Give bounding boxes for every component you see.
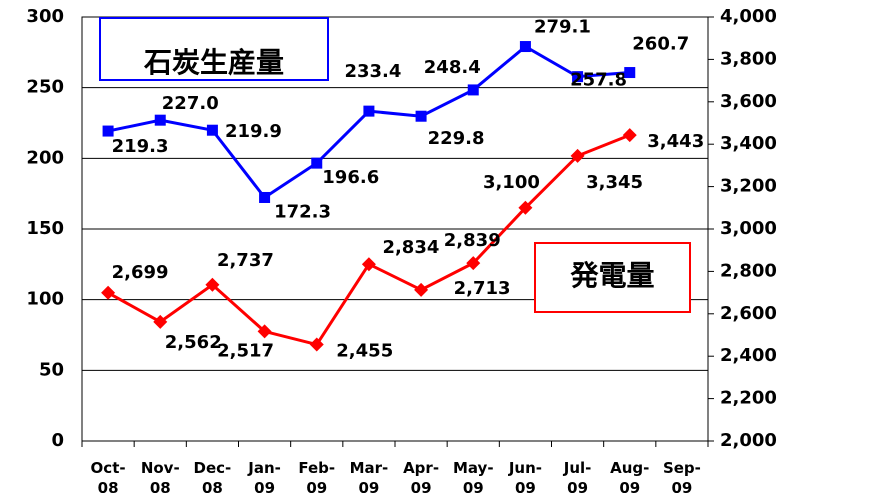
y2-tick-label: 2,600: [720, 303, 777, 324]
data-label: 2,562: [165, 332, 222, 353]
marker: [415, 110, 427, 122]
marker: [154, 114, 166, 126]
y2-tick-label: 2,800: [720, 260, 777, 281]
marker: [206, 124, 218, 136]
x-tick-label: Dec-08: [194, 459, 232, 497]
y2-tick-label: 3,000: [720, 218, 777, 239]
data-label: 2,737: [217, 250, 274, 271]
marker: [519, 41, 531, 53]
data-label: 3,100: [483, 172, 540, 193]
legend-label: 発電量: [569, 259, 654, 292]
marker: [624, 67, 636, 79]
data-label: 196.6: [322, 167, 379, 188]
marker: [518, 200, 533, 215]
marker: [309, 337, 324, 352]
data-label: 3,443: [647, 131, 704, 152]
x-tick-label: Jun-09: [508, 459, 542, 497]
x-tick-label: Nov-08: [141, 459, 180, 497]
y2-tick-label: 3,800: [720, 48, 777, 69]
y-tick-label: 150: [26, 218, 64, 239]
y2-tick-label: 3,200: [720, 176, 777, 197]
y2-tick-label: 3,600: [720, 91, 777, 112]
y2-tick-label: 2,200: [720, 388, 777, 409]
data-label: 257.8: [570, 70, 627, 91]
data-label: 2,699: [112, 262, 169, 283]
data-label: 233.4: [344, 61, 401, 82]
data-label: 260.7: [632, 34, 689, 55]
marker: [361, 257, 376, 272]
marker: [153, 314, 168, 329]
x-tick-label: Feb-09: [298, 459, 335, 497]
y-tick-label: 300: [26, 6, 64, 27]
marker: [570, 148, 585, 163]
data-label: 219.3: [112, 136, 169, 157]
marker: [102, 125, 114, 137]
data-label: 2,455: [336, 341, 393, 362]
marker: [101, 285, 116, 300]
x-tick-label: Jan-09: [247, 459, 281, 497]
data-label: 3,345: [586, 172, 643, 193]
y-tick-label: 50: [39, 359, 64, 380]
data-label: 227.0: [162, 93, 219, 114]
x-tick-label: Apr-09: [403, 459, 439, 497]
data-label: 219.9: [225, 121, 282, 142]
data-label: 2,839: [444, 230, 501, 251]
marker: [414, 282, 429, 297]
data-label: 2,517: [217, 340, 274, 361]
marker: [467, 84, 479, 96]
x-tick-label: May-09: [453, 459, 494, 497]
y2-tick-label: 4,000: [720, 6, 777, 27]
data-label: 172.3: [274, 201, 331, 222]
y-tick-label: 250: [26, 77, 64, 98]
x-tick-label: Jul-09: [563, 459, 592, 497]
marker: [466, 256, 481, 271]
y2-tick-label: 3,400: [720, 133, 777, 154]
legend-label: 石炭生産量: [143, 46, 284, 79]
marker: [257, 324, 272, 339]
marker: [572, 71, 584, 83]
data-label: 229.8: [428, 128, 485, 149]
data-label: 2,834: [382, 237, 439, 258]
legend-box: [534, 242, 691, 313]
marker: [622, 128, 637, 143]
data-label: 2,713: [454, 278, 511, 299]
marker: [205, 277, 220, 292]
data-label: 279.1: [534, 17, 591, 38]
x-tick-label: Mar-09: [350, 459, 389, 497]
y-tick-label: 100: [26, 289, 64, 310]
x-tick-label: Oct-08: [91, 459, 126, 497]
y-tick-label: 0: [51, 430, 64, 451]
y-tick-label: 200: [26, 147, 64, 168]
marker: [259, 191, 271, 203]
data-label: 248.4: [424, 57, 481, 78]
x-tick-label: Sep-09: [663, 459, 701, 497]
marker: [363, 105, 375, 117]
y2-tick-label: 2,000: [720, 430, 777, 451]
y2-tick-label: 2,400: [720, 345, 777, 366]
x-tick-label: Aug-09: [610, 459, 649, 497]
marker: [311, 157, 323, 169]
legend-box: [99, 17, 329, 81]
